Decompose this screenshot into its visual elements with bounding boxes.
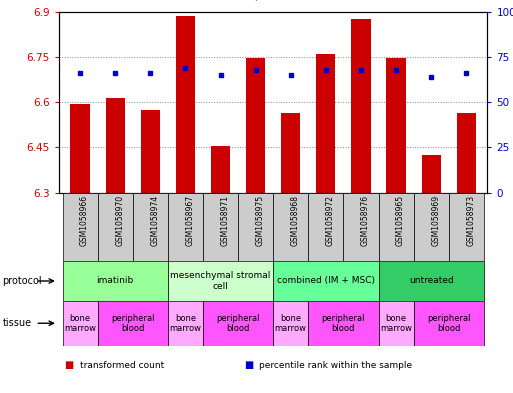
- Text: GSM1058965: GSM1058965: [396, 195, 405, 246]
- Bar: [203, 301, 273, 346]
- Text: peripheral
blood: peripheral blood: [322, 314, 365, 333]
- Bar: [63, 261, 168, 301]
- Bar: [343, 193, 379, 261]
- Bar: [168, 301, 203, 346]
- Text: peripheral
blood: peripheral blood: [111, 314, 154, 333]
- Bar: [379, 261, 484, 301]
- Text: GDS4756 / 8136341: GDS4756 / 8136341: [186, 0, 327, 2]
- Text: GSM1058967: GSM1058967: [185, 195, 194, 246]
- Bar: [97, 301, 168, 346]
- Bar: [379, 193, 413, 261]
- Bar: [70, 104, 90, 193]
- Bar: [273, 261, 379, 301]
- Text: peripheral
blood: peripheral blood: [427, 314, 470, 333]
- Text: GSM1058976: GSM1058976: [361, 195, 370, 246]
- Text: GSM1058974: GSM1058974: [150, 195, 159, 246]
- Text: imatinib: imatinib: [96, 277, 134, 285]
- Bar: [176, 17, 195, 193]
- Bar: [351, 19, 370, 193]
- Bar: [379, 301, 413, 346]
- Text: GSM1058969: GSM1058969: [431, 195, 440, 246]
- Bar: [422, 155, 441, 193]
- Text: GSM1058972: GSM1058972: [326, 195, 335, 246]
- Bar: [133, 193, 168, 261]
- Bar: [316, 54, 336, 193]
- Text: protocol: protocol: [3, 276, 42, 286]
- Text: ■: ■: [244, 360, 253, 371]
- Bar: [238, 193, 273, 261]
- Text: transformed count: transformed count: [80, 361, 164, 370]
- Bar: [168, 261, 273, 301]
- Bar: [97, 193, 133, 261]
- Text: bone
marrow: bone marrow: [275, 314, 307, 333]
- Text: tissue: tissue: [3, 318, 32, 328]
- Bar: [203, 193, 238, 261]
- Bar: [308, 193, 343, 261]
- Text: GSM1058970: GSM1058970: [115, 195, 124, 246]
- Bar: [386, 59, 406, 193]
- Bar: [211, 146, 230, 193]
- Text: untreated: untreated: [409, 277, 453, 285]
- Text: GSM1058966: GSM1058966: [80, 195, 89, 246]
- Text: combined (IM + MSC): combined (IM + MSC): [277, 277, 375, 285]
- Text: bone
marrow: bone marrow: [380, 314, 412, 333]
- Bar: [308, 301, 379, 346]
- Bar: [413, 193, 449, 261]
- Text: peripheral
blood: peripheral blood: [216, 314, 260, 333]
- Bar: [413, 301, 484, 346]
- Bar: [141, 110, 160, 193]
- Text: GSM1058973: GSM1058973: [466, 195, 475, 246]
- Text: GSM1058971: GSM1058971: [221, 195, 229, 246]
- Bar: [168, 193, 203, 261]
- Text: GSM1058975: GSM1058975: [255, 195, 265, 246]
- Text: GSM1058968: GSM1058968: [291, 195, 300, 246]
- Bar: [106, 98, 125, 193]
- Text: ■: ■: [64, 360, 73, 371]
- Bar: [273, 193, 308, 261]
- Bar: [63, 301, 97, 346]
- Bar: [63, 193, 97, 261]
- Bar: [273, 301, 308, 346]
- Bar: [449, 193, 484, 261]
- Bar: [457, 113, 476, 193]
- Text: bone
marrow: bone marrow: [64, 314, 96, 333]
- Text: bone
marrow: bone marrow: [169, 314, 202, 333]
- Bar: [246, 59, 265, 193]
- Bar: [281, 113, 301, 193]
- Text: percentile rank within the sample: percentile rank within the sample: [259, 361, 412, 370]
- Text: mesenchymal stromal
cell: mesenchymal stromal cell: [170, 271, 271, 291]
